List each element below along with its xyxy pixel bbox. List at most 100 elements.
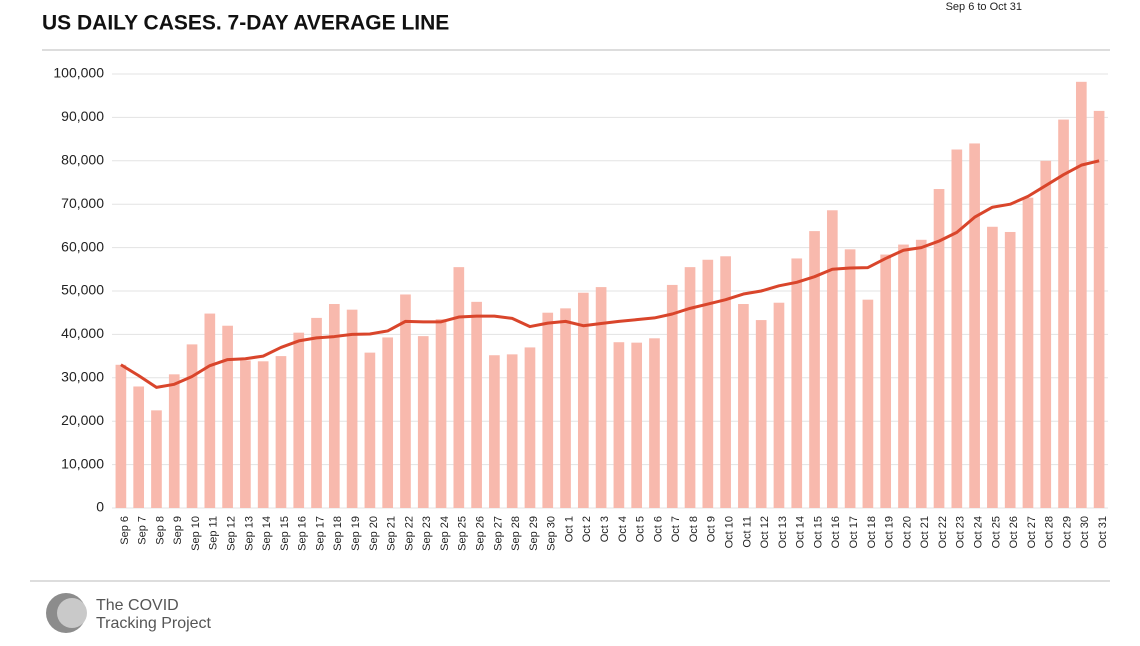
x-tick-label: Oct 13 xyxy=(777,516,789,548)
y-tick-label: 10,000 xyxy=(61,455,104,471)
x-tick-label: Sep 9 xyxy=(172,516,184,545)
x-tick-label: Sep 15 xyxy=(279,516,291,551)
x-tick-label: Oct 19 xyxy=(884,516,896,548)
bar xyxy=(649,338,660,508)
footer-text: Tracking Project xyxy=(96,615,212,632)
bar xyxy=(631,342,643,508)
x-tick-label: Oct 8 xyxy=(688,516,700,542)
bar xyxy=(151,410,162,508)
x-tick-label: Sep 20 xyxy=(368,516,380,551)
x-tick-label: Sep 10 xyxy=(190,516,202,551)
bar xyxy=(773,302,785,508)
x-tick-label: Sep 25 xyxy=(457,516,469,551)
y-tick-label: 80,000 xyxy=(61,152,104,168)
bar xyxy=(862,299,874,508)
x-tick-label: Oct 12 xyxy=(759,516,771,548)
y-tick-label: 70,000 xyxy=(61,195,104,211)
bar xyxy=(898,244,909,508)
x-tick-label: Sep 8 xyxy=(154,516,166,545)
bar xyxy=(666,284,678,508)
x-tick-label: Oct 26 xyxy=(1008,516,1020,548)
bar xyxy=(560,308,571,508)
bar xyxy=(168,374,180,508)
x-tick-label: Oct 3 xyxy=(599,516,611,542)
x-tick-label: Oct 28 xyxy=(1044,516,1056,548)
y-tick-label: 30,000 xyxy=(61,369,104,385)
logo xyxy=(46,593,87,633)
x-tick-label: Sep 16 xyxy=(297,516,309,551)
x-tick-label: Oct 10 xyxy=(724,516,736,548)
x-tick-label: Sep 6 xyxy=(119,516,131,545)
x-tick-label: Oct 2 xyxy=(581,516,593,542)
x-tick-label: Oct 11 xyxy=(741,516,753,548)
x-tick-label: Oct 6 xyxy=(652,516,664,542)
x-tick-label: Sep 13 xyxy=(243,516,255,551)
bar xyxy=(915,239,927,508)
bar xyxy=(969,143,980,508)
bar xyxy=(240,360,251,508)
x-tick-label: Oct 22 xyxy=(937,516,949,548)
x-tick-label: Oct 27 xyxy=(1026,516,1038,548)
x-tick-label: Oct 29 xyxy=(1061,516,1073,548)
x-tick-label: Sep 14 xyxy=(261,516,273,551)
bar xyxy=(417,336,429,508)
bar xyxy=(844,249,856,508)
bar xyxy=(115,364,127,508)
bar xyxy=(328,304,340,508)
x-tick-label: Sep 19 xyxy=(350,516,362,551)
bar xyxy=(435,319,447,508)
bar xyxy=(400,294,411,508)
x-tick-label: Sep 7 xyxy=(137,516,149,545)
x-tick-label: Oct 9 xyxy=(706,516,718,542)
x-tick-label: Sep 17 xyxy=(314,516,326,551)
y-tick-label: 50,000 xyxy=(61,282,104,298)
bar xyxy=(1075,81,1087,508)
bar xyxy=(826,210,838,508)
x-tick-label: Oct 15 xyxy=(812,516,824,548)
x-tick-label: Sep 21 xyxy=(386,516,398,551)
chart-subtitle: Sep 6 to Oct 31 xyxy=(946,1,1022,13)
bar xyxy=(595,287,607,508)
y-tick-label: 20,000 xyxy=(61,412,104,428)
x-tick-label: Sep 23 xyxy=(421,516,433,551)
x-tick-label: Sep 18 xyxy=(332,516,344,551)
x-tick-label: Oct 4 xyxy=(617,516,629,542)
x-tick-label: Sep 27 xyxy=(492,516,504,551)
bar xyxy=(755,320,767,508)
bar xyxy=(346,309,358,508)
x-tick-label: Oct 23 xyxy=(955,516,967,548)
bar xyxy=(1058,119,1069,508)
bar xyxy=(524,347,536,508)
bar xyxy=(720,256,731,508)
bar xyxy=(933,189,945,508)
bar xyxy=(613,342,625,508)
bar xyxy=(453,267,465,508)
x-tick-label: Sep 30 xyxy=(546,516,558,551)
bar xyxy=(542,312,554,508)
x-tick-label: Sep 22 xyxy=(403,516,415,551)
bar xyxy=(951,149,963,509)
footer-text: The COVID xyxy=(96,597,179,614)
bar xyxy=(293,332,305,508)
average-line xyxy=(120,159,1100,389)
bar xyxy=(186,344,198,508)
x-tick-label: Oct 17 xyxy=(848,516,860,548)
bar xyxy=(987,226,998,508)
x-tick-label: Oct 25 xyxy=(990,516,1002,548)
x-tick-label: Oct 16 xyxy=(830,516,842,548)
bar xyxy=(738,304,749,508)
bar xyxy=(1093,110,1105,508)
bar xyxy=(1040,160,1052,509)
bar xyxy=(471,301,482,508)
y-tick-label: 100,000 xyxy=(53,65,104,81)
x-tick-label: Oct 20 xyxy=(901,516,913,548)
bar xyxy=(1004,231,1016,508)
x-tick-label: Sep 24 xyxy=(439,516,451,551)
bar xyxy=(275,356,287,508)
x-tick-label: Sep 28 xyxy=(510,516,522,551)
x-tick-label: Oct 31 xyxy=(1097,516,1109,548)
x-tick-label: Sep 29 xyxy=(528,516,540,551)
x-tick-label: Sep 26 xyxy=(475,516,487,551)
x-tick-label: Oct 21 xyxy=(919,516,931,548)
